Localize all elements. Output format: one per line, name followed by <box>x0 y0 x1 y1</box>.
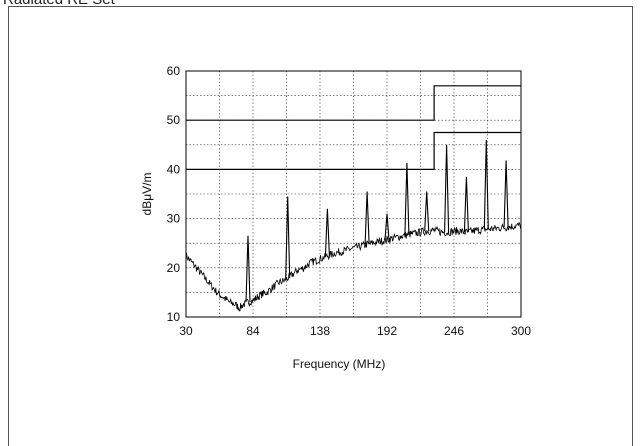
emission-spike <box>404 162 410 235</box>
y-axis-label: dBμV/m <box>140 173 154 216</box>
emission-chart: 30 84 138 192 246 300 10 20 30 40 50 60 Frequency … <box>140 64 531 371</box>
page-title-fragment: Radiated RE Set <box>3 0 115 8</box>
emission-spike <box>245 235 251 303</box>
emission-trace <box>185 139 522 312</box>
limit-line <box>186 85 521 121</box>
x-tick-label: 192 <box>377 324 397 338</box>
limit-lines <box>186 85 521 170</box>
x-tick-label: 138 <box>310 324 330 338</box>
figure-frame <box>8 6 633 446</box>
x-axis-ticks: 30 84 138 192 246 300 <box>179 324 531 338</box>
emission-spike <box>463 176 469 233</box>
x-axis-label: Frequency (MHz) <box>293 357 386 371</box>
limit-line <box>186 131 521 170</box>
plot-border <box>185 70 522 318</box>
x-tick-label: 300 <box>511 324 531 338</box>
emission-spike <box>364 191 370 245</box>
emission-spike <box>285 196 291 279</box>
emission-spike <box>503 160 509 228</box>
x-tick-label: 30 <box>179 324 193 338</box>
noise-floor-trace <box>185 221 522 312</box>
y-tick-label: 10 <box>167 310 181 324</box>
emission-spike <box>424 191 430 232</box>
x-tick-label: 84 <box>246 324 260 338</box>
y-tick-label: 20 <box>167 261 181 275</box>
y-tick-label: 30 <box>167 212 181 226</box>
emission-spike <box>384 213 390 240</box>
emission-spike <box>324 208 330 257</box>
y-tick-label: 50 <box>167 113 181 127</box>
x-tick-label: 246 <box>444 324 464 338</box>
emission-spike <box>444 144 450 233</box>
emission-spike <box>483 139 489 230</box>
grid <box>186 71 521 317</box>
y-axis-ticks: 10 20 30 40 50 60 <box>167 64 181 324</box>
y-tick-label: 60 <box>167 64 181 78</box>
y-tick-label: 40 <box>167 162 181 176</box>
